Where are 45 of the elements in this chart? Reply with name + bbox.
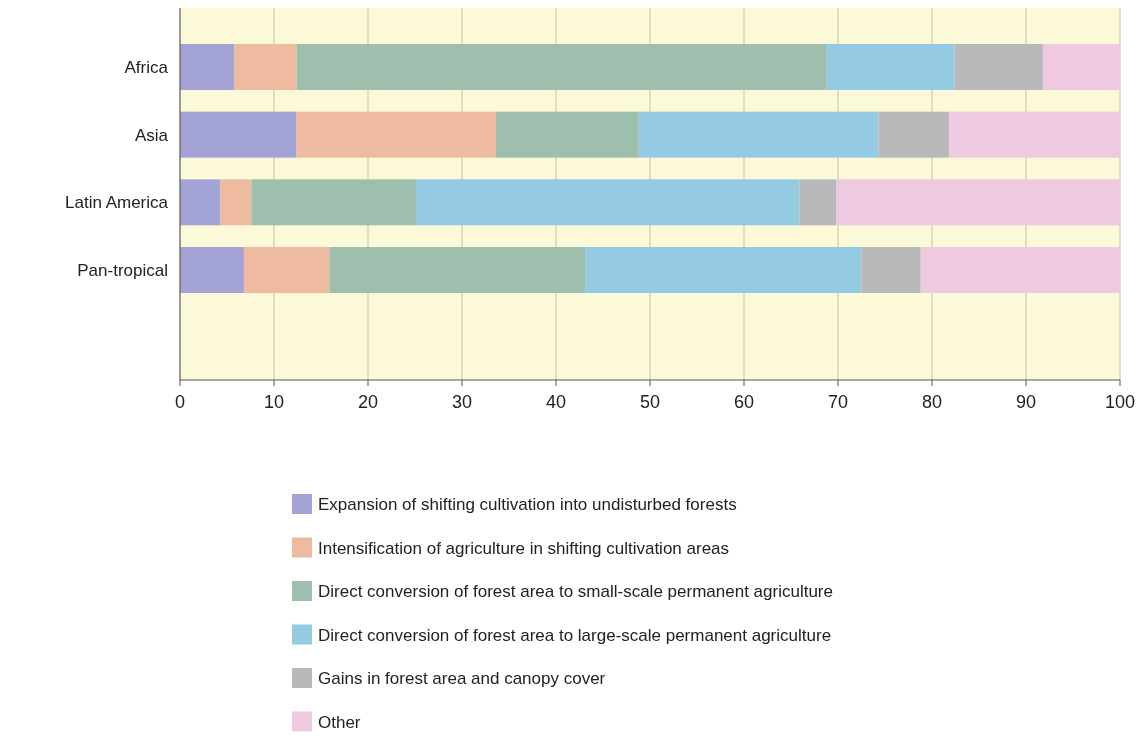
bar <box>329 247 586 293</box>
bar <box>234 44 297 90</box>
y-tick-label: Pan-tropical <box>77 261 168 280</box>
x-tick-label: 50 <box>639 392 661 412</box>
bar <box>836 179 1120 226</box>
x-tick-label: 90 <box>1015 392 1037 412</box>
bar <box>920 247 1120 293</box>
legend-label: Intensification of agriculture in shifting cultivation areas <box>318 538 730 558</box>
legend-label: Direct conversion of forest area to small-scale permanent agriculture <box>318 582 833 601</box>
bar <box>180 179 221 226</box>
bar <box>180 111 297 158</box>
x-tick-label: 0 <box>174 392 186 412</box>
bar <box>495 111 639 158</box>
bar <box>220 179 252 226</box>
x-tick-label: 70 <box>827 392 849 412</box>
x-tick-label: 100 <box>1104 392 1136 412</box>
bar <box>1042 44 1120 90</box>
bar <box>948 111 1120 158</box>
x-tick-label: 30 <box>451 392 473 412</box>
bar <box>638 111 879 158</box>
legend-label: Other <box>318 712 361 732</box>
bar <box>799 179 837 226</box>
x-tick-label: 40 <box>545 392 567 412</box>
bar <box>180 44 235 90</box>
bar <box>954 44 1043 90</box>
bar <box>826 44 955 90</box>
x-tick-label: 10 <box>263 392 285 412</box>
bar <box>878 111 949 158</box>
legend-label: Expansion of shifting cultivation into undisturbed forests <box>318 495 737 514</box>
bar <box>251 179 416 226</box>
y-tick-label: Asia <box>134 125 169 145</box>
bar <box>296 111 496 158</box>
bar <box>415 179 800 226</box>
legend-label: Direct conversion of forest area to large-scale permanent agriculture <box>318 625 832 645</box>
x-tick-label: 80 <box>921 392 943 412</box>
x-tick-label: 20 <box>357 392 379 412</box>
bar <box>180 247 244 293</box>
x-tick-label: 60 <box>733 392 755 412</box>
y-tick-label: Africa <box>124 58 169 77</box>
bar <box>243 247 330 293</box>
bar <box>296 44 827 90</box>
legend-label: Gains in forest area and canopy cover <box>318 669 606 688</box>
bar <box>585 247 862 293</box>
bar <box>861 247 921 293</box>
y-tick-label: Latin America <box>65 193 169 213</box>
